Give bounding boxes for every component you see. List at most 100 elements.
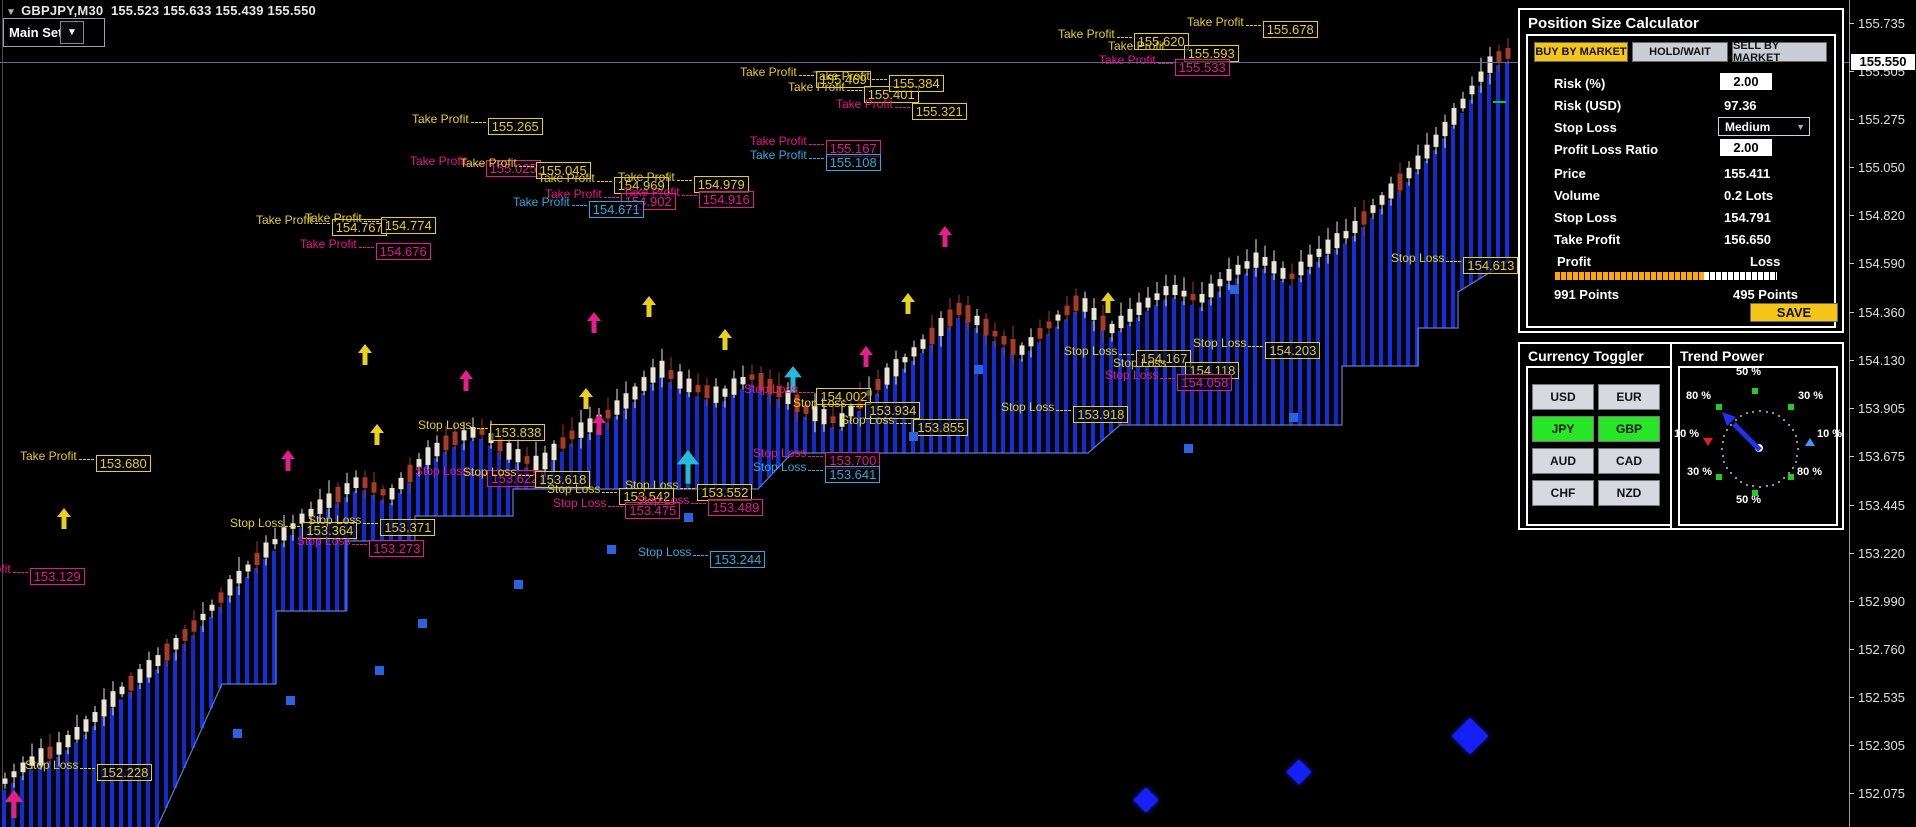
- price-value-box: 154.002: [816, 388, 872, 405]
- stop-loss-label: Stop Loss 153.918: [1001, 401, 1129, 423]
- label-text: Take Profit: [813, 69, 870, 83]
- calc-input-profit-loss-ratio[interactable]: 2.00: [1720, 139, 1772, 156]
- gauge-percent-label: 50 %: [1736, 366, 1762, 378]
- calc-row-label: Profit Loss Ratio: [1554, 142, 1659, 157]
- label-text: Stop Loss: [1391, 251, 1445, 265]
- price-value-box: 153.244: [710, 551, 766, 568]
- panel-title: Position Size Calculator: [1528, 15, 1699, 32]
- price-value-box: 155.593: [1183, 45, 1239, 62]
- signal-arrow-yellow: [901, 293, 915, 314]
- signal-arrow-yellow: [718, 329, 732, 350]
- price-value-box: 153.475: [625, 502, 681, 519]
- calc-row-label: Stop Loss: [1554, 120, 1617, 135]
- order-button-hold-wait[interactable]: HOLD/WAIT: [1632, 42, 1728, 62]
- label-text: Take Profit: [1108, 39, 1165, 53]
- take-profit-label: Take Profit 155.384: [813, 70, 944, 92]
- stop-loss-label: Stop Loss 154.167: [1064, 345, 1192, 367]
- axis-tick-mark: [1849, 505, 1854, 506]
- currency-button-aud[interactable]: AUD: [1532, 448, 1594, 474]
- take-profit-label: Take Profit 155.025: [410, 155, 541, 177]
- price-value-box: 153.838: [490, 424, 546, 441]
- gauge-ring-dot: [1721, 441, 1724, 444]
- save-button[interactable]: SAVE: [1750, 303, 1838, 322]
- axis-tick-label: 152.535: [1858, 690, 1905, 705]
- axis-tick-mark: [1849, 793, 1854, 794]
- label-text: Stop Loss: [793, 396, 847, 410]
- stop-loss-label: Stop Loss 153.641: [753, 461, 881, 483]
- stop-loss-label: Stop Loss 153.244: [638, 545, 766, 568]
- main-settings-dropdown[interactable]: Main Setti ▼: [3, 18, 105, 47]
- gauge-ring-dot: [1729, 423, 1732, 426]
- label-text: Stop Loss: [744, 382, 798, 396]
- price-value-box: 152.228: [97, 764, 153, 781]
- order-button-buy-by-market[interactable]: BUY BY MARKET: [1534, 42, 1628, 62]
- gauge-percent-label: 50 %: [1736, 494, 1762, 506]
- trend-power-gauge: 50 % 80 % 30 % 10 % 10 % 30 % 80 % 50 %: [1672, 344, 1846, 532]
- dashed-connector: [363, 514, 379, 524]
- gauge-green-square: [1752, 490, 1758, 496]
- gauge-ring-dot: [1794, 435, 1797, 437]
- order-button-sell-by-market[interactable]: SELL BY MARKET: [1732, 40, 1827, 64]
- stop-loss-label: Stop Loss 154.002: [744, 382, 872, 405]
- panel-frame: [1678, 366, 1838, 526]
- dashed-connector: [1056, 401, 1072, 411]
- stop-loss-label: Stop Loss 153.542: [547, 483, 675, 505]
- currency-button-nzd[interactable]: NZD: [1598, 480, 1660, 506]
- axis-tick-label: 152.760: [1858, 642, 1905, 657]
- label-text: Stop Loss: [638, 545, 692, 559]
- label-text: Take Profit: [1187, 15, 1244, 29]
- dashed-connector: [608, 497, 624, 507]
- dashed-connector: [691, 494, 707, 504]
- dropdown-label: Main Setti: [9, 25, 61, 40]
- stop-loss-label: Stop Loss 154.058: [1105, 369, 1233, 391]
- label-text: Take Profit: [623, 185, 680, 199]
- collapse-triangle-icon[interactable]: ▼: [6, 7, 17, 18]
- gauge-ring-dot: [1721, 454, 1724, 457]
- panel-title: Trend Power: [1680, 348, 1765, 364]
- axis-tick-mark: [1849, 23, 1854, 24]
- signal-arrow-magenta: [4, 790, 24, 818]
- price-value-box: 154.671: [588, 201, 644, 218]
- stop-loss-select[interactable]: Medium ▼: [1718, 117, 1810, 136]
- gauge-percent-label: 10 %: [1817, 428, 1843, 440]
- label-text: Take Profit: [412, 112, 469, 126]
- currency-button-chf[interactable]: CHF: [1532, 480, 1594, 506]
- blue-square-marker: [607, 545, 616, 554]
- signal-arrow-magenta: [859, 346, 873, 367]
- currency-button-jpy[interactable]: JPY: [1532, 416, 1594, 442]
- currency-button-cad[interactable]: CAD: [1598, 448, 1660, 474]
- dashed-connector: [358, 238, 374, 248]
- dashed-connector: [808, 149, 824, 159]
- gauge-ring-dot: [1796, 441, 1799, 444]
- dashed-connector: [80, 759, 96, 769]
- price-value-box: 154.058: [1177, 374, 1233, 391]
- dashed-connector: [798, 66, 814, 76]
- currency-button-eur[interactable]: EUR: [1598, 384, 1660, 410]
- axis-tick-mark: [1849, 215, 1854, 216]
- price-value-box: 154.916: [698, 191, 754, 208]
- axis-tick-label: 152.075: [1858, 786, 1905, 801]
- dashed-connector: [78, 450, 94, 460]
- currency-button-gbp[interactable]: GBP: [1598, 416, 1660, 442]
- dashed-connector: [1116, 28, 1132, 38]
- calc-input-risk-[interactable]: 2.00: [1720, 73, 1772, 90]
- chevron-down-icon[interactable]: ▼: [60, 21, 84, 44]
- calc-row-label: Risk (USD): [1554, 98, 1622, 113]
- dashed-connector: [808, 135, 824, 145]
- currency-button-usd[interactable]: USD: [1532, 384, 1594, 410]
- label-text: Take Profit: [538, 171, 595, 185]
- label-text: Take Profit: [513, 195, 570, 209]
- profit-points: 991 Points: [1554, 287, 1620, 302]
- dashed-connector: [1160, 369, 1176, 379]
- gauge-ring-dot: [1791, 467, 1794, 469]
- blue-square-marker: [1230, 285, 1239, 294]
- gauge-ring-dot: [1778, 415, 1780, 418]
- gauge-percent-label: 30 %: [1687, 466, 1713, 478]
- gauge-ring-dot: [1752, 410, 1755, 413]
- signal-arrow-magenta: [592, 414, 606, 435]
- dashed-connector: [1168, 357, 1184, 367]
- calc-row-label: Risk (%): [1554, 76, 1606, 91]
- dashed-connector: [681, 186, 697, 196]
- axis-tick-label: 154.130: [1858, 353, 1905, 368]
